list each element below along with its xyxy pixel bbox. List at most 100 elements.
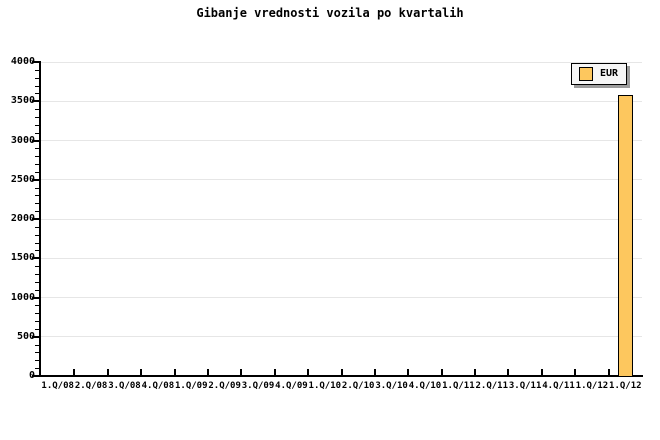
- x-axis-tick-label: 2.Q/09: [208, 381, 241, 391]
- x-axis-tick: [240, 369, 243, 375]
- x-axis-tick-label: 2.Q/11: [475, 381, 509, 391]
- y-axis-tick-label: 2500: [10, 173, 35, 185]
- legend: EUR: [571, 63, 628, 85]
- y-axis-minor-tick: [35, 85, 39, 87]
- y-axis-tick-label: 1500: [10, 252, 35, 264]
- y-axis-minor-tick: [35, 148, 39, 150]
- x-axis-tick: [173, 369, 176, 375]
- y-axis-major-tick: [32, 218, 39, 220]
- x-axis-tick-label: 1.Q/09: [174, 381, 208, 391]
- y-axis-minor-tick: [35, 344, 39, 346]
- y-axis-major-tick: [32, 257, 39, 260]
- gridline: [41, 100, 642, 102]
- y-axis-major-tick: [32, 100, 39, 103]
- gridline: [41, 140, 642, 141]
- x-axis-tick: [106, 369, 109, 375]
- plot-area: [41, 61, 642, 376]
- y-axis-major-tick: [32, 296, 39, 299]
- x-axis-tick-label: 1.Q/11: [442, 381, 475, 391]
- y-axis-tick-label: 4000: [10, 56, 35, 67]
- x-axis-tick: [73, 369, 76, 375]
- y-axis-major-tick: [32, 335, 39, 338]
- x-axis-tick-label: 4.Q/11: [542, 381, 575, 391]
- x-axis-tick: [607, 369, 610, 375]
- gridline: [41, 61, 642, 63]
- x-axis-tick-label: 3.Q/08: [108, 381, 141, 391]
- y-axis-minor-tick: [35, 360, 39, 362]
- x-axis-tick: [474, 369, 477, 375]
- y-axis-minor-tick: [35, 116, 39, 118]
- x-axis-tick-label: 2.Q/08: [74, 381, 108, 391]
- x-axis-tick-label: 4.Q/10: [408, 381, 442, 391]
- y-axis-minor-tick: [35, 234, 39, 236]
- y-axis-tick-label: 3500: [10, 95, 35, 107]
- y-axis-major-tick: [32, 178, 39, 181]
- x-axis-tick: [507, 369, 510, 375]
- x-axis-tick-label: 1.Q/12: [575, 381, 609, 391]
- x-axis-tick-label: 3.Q/11: [508, 381, 542, 391]
- x-axis-tick: [307, 369, 310, 375]
- y-axis-minor-tick: [35, 195, 39, 197]
- y-axis-line: [39, 61, 41, 377]
- y-axis-minor-tick: [35, 211, 39, 213]
- y-axis-minor-tick: [35, 69, 39, 71]
- y-axis-minor-tick: [35, 352, 39, 354]
- y-axis-minor-tick: [35, 132, 39, 134]
- chart-title: Gibanje vrednosti vozila po kvartalih: [196, 6, 464, 20]
- y-axis-minor-tick: [35, 266, 39, 268]
- y-axis-minor-tick: [35, 156, 39, 158]
- x-axis-tick: [540, 369, 543, 375]
- y-axis-tick-label: 500: [16, 330, 35, 342]
- y-axis-minor-tick: [35, 164, 39, 166]
- y-axis-minor-tick: [35, 93, 39, 95]
- gridline: [41, 257, 642, 259]
- y-axis-minor-tick: [35, 77, 39, 79]
- y-axis-minor-tick: [35, 328, 39, 330]
- y-axis-minor-tick: [35, 368, 39, 370]
- x-axis-tick-label: 4.Q/09: [275, 381, 308, 391]
- y-axis-tick-label: 1000: [10, 291, 35, 303]
- y-axis-minor-tick: [35, 250, 39, 252]
- x-axis-tick: [407, 369, 410, 375]
- x-axis-tick: [340, 369, 343, 375]
- x-axis-tick: [574, 369, 577, 375]
- y-axis-minor-tick: [35, 321, 39, 323]
- y-axis-minor-tick: [35, 289, 39, 291]
- x-axis-tick-label: 1.Q/10: [308, 381, 342, 391]
- x-axis-tick: [273, 369, 276, 375]
- x-axis-tick-label: 3.Q/09: [241, 381, 275, 391]
- x-axis-tick: [440, 369, 443, 375]
- y-axis-minor-tick: [35, 187, 39, 189]
- y-axis-minor-tick: [35, 203, 39, 205]
- x-axis-tick: [206, 369, 209, 375]
- y-axis-minor-tick: [35, 124, 39, 126]
- y-axis-major-tick: [32, 139, 39, 142]
- y-axis-minor-tick: [35, 305, 39, 307]
- y-axis-minor-tick: [35, 109, 39, 111]
- y-axis-major-tick: [32, 375, 39, 377]
- gridline: [41, 218, 642, 220]
- y-axis-minor-tick: [35, 313, 39, 315]
- legend-swatch-eur: [579, 67, 593, 81]
- y-axis-tick-label: 2000: [10, 213, 35, 224]
- y-axis-minor-tick: [35, 226, 39, 228]
- x-axis-tick-label: 1.Q/12: [609, 381, 642, 391]
- x-axis-tick: [373, 369, 376, 375]
- y-axis-minor-tick: [35, 281, 39, 283]
- y-axis-major-tick: [32, 61, 39, 63]
- x-axis-tick-label: 3.Q/10: [375, 381, 408, 391]
- legend-label-eur: EUR: [600, 68, 619, 79]
- bar-eur-1q12: [617, 94, 633, 376]
- y-axis-tick-label: 0: [28, 370, 35, 381]
- gridline: [41, 336, 642, 338]
- gridline: [41, 179, 642, 181]
- y-axis-minor-tick: [35, 242, 39, 244]
- x-axis-line: [39, 375, 643, 377]
- x-axis-tick-label: 1.Q/08: [41, 381, 74, 391]
- x-axis-tick-label: 2.Q/10: [341, 381, 375, 391]
- x-axis-tick-label: 4.Q/08: [141, 381, 175, 391]
- gridline: [41, 297, 642, 298]
- y-axis-tick-label: 3000: [10, 134, 35, 146]
- y-axis-minor-tick: [35, 273, 39, 275]
- y-axis-minor-tick: [35, 171, 39, 173]
